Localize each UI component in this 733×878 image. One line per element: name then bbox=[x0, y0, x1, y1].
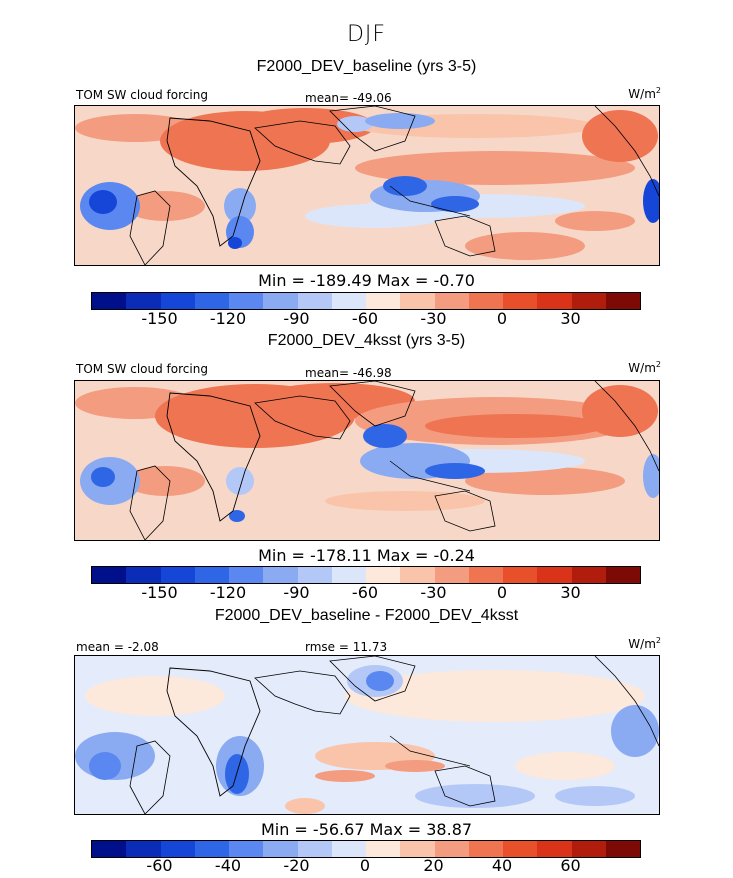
colorbar-swatch bbox=[503, 567, 538, 583]
colorbar-tick-label: -40 bbox=[214, 856, 242, 875]
panel-3-rmse-label: rmse = 11.73 bbox=[305, 640, 388, 654]
colorbar-swatch bbox=[537, 293, 572, 309]
colorbar-swatch bbox=[571, 567, 606, 583]
panel-2-minmax: Min = -178.11 Max = -0.24 bbox=[258, 546, 475, 565]
panel-1-mean-label: mean= -49.06 bbox=[305, 91, 392, 105]
colorbar-swatch bbox=[229, 841, 264, 857]
panel-3-title: F2000_DEV_baseline - F2000_DEV_4ksst bbox=[214, 607, 519, 624]
panel-2-mean-label: mean= -46.98 bbox=[305, 366, 392, 380]
colorbar-swatch bbox=[571, 293, 606, 309]
colorbar-swatch bbox=[263, 293, 298, 309]
colorbar-swatch bbox=[400, 293, 435, 309]
colorbar-swatch bbox=[605, 841, 640, 857]
panel-1-colorbar bbox=[91, 292, 641, 310]
colorbar-swatch bbox=[605, 567, 640, 583]
colorbar-tick-label: 20 bbox=[423, 856, 444, 875]
colorbar-tick-label: 60 bbox=[560, 856, 581, 875]
colorbar-swatch bbox=[366, 841, 401, 857]
colorbar-swatch bbox=[434, 841, 469, 857]
colorbar-swatch bbox=[92, 293, 127, 309]
colorbar-swatch bbox=[160, 841, 195, 857]
colorbar-swatch bbox=[126, 841, 161, 857]
panel-1-title: F2000_DEV_baseline (yrs 3-5) bbox=[256, 58, 477, 75]
colorbar-tick-label: -150 bbox=[141, 583, 178, 602]
colorbar-swatch bbox=[126, 293, 161, 309]
colorbar-swatch bbox=[537, 567, 572, 583]
colorbar-swatch bbox=[126, 567, 161, 583]
panel-2-units: W/m2 bbox=[628, 360, 661, 375]
colorbar-tick-label: -90 bbox=[283, 583, 310, 602]
panel-1-minmax: Min = -189.49 Max = -0.70 bbox=[258, 271, 475, 290]
colorbar-swatch bbox=[160, 293, 195, 309]
colorbar-swatch bbox=[571, 841, 606, 857]
colorbar-tick-label: -120 bbox=[209, 309, 247, 328]
panel-1-map bbox=[74, 105, 660, 266]
colorbar-swatch bbox=[229, 293, 264, 309]
colorbar-swatch bbox=[503, 841, 538, 857]
panel-2-title: F2000_DEV_4ksst (yrs 3-5) bbox=[267, 332, 466, 349]
colorbar-tick-label: -60 bbox=[146, 856, 173, 875]
colorbar-swatch bbox=[468, 567, 503, 583]
colorbar-tick-label: -120 bbox=[209, 583, 247, 602]
colorbar-tick-label: 40 bbox=[491, 856, 513, 875]
panel-3-map bbox=[74, 655, 660, 815]
panel-1-field bbox=[75, 106, 659, 265]
colorbar-tick-label: 0 bbox=[496, 583, 508, 602]
colorbar-swatch bbox=[400, 841, 435, 857]
panel-2-variable-label: TOM SW cloud forcing bbox=[76, 362, 208, 376]
panel-2-field bbox=[75, 381, 659, 540]
colorbar-swatch bbox=[400, 567, 435, 583]
colorbar-swatch bbox=[366, 567, 401, 583]
panel-1-variable-label: TOM SW cloud forcing bbox=[76, 88, 208, 102]
colorbar-tick-label: -60 bbox=[351, 583, 379, 602]
colorbar-swatch bbox=[331, 293, 366, 309]
colorbar-swatch bbox=[297, 293, 332, 309]
colorbar-swatch bbox=[434, 567, 469, 583]
panel-1-units: W/m2 bbox=[628, 86, 661, 101]
colorbar-tick-label: 0 bbox=[496, 309, 508, 328]
colorbar-swatch bbox=[263, 567, 298, 583]
panel-3-colorbar-ticks: -60 -40 -20 0 20 40 60 bbox=[91, 856, 639, 875]
colorbar-swatch bbox=[331, 567, 366, 583]
colorbar-tick-label: -20 bbox=[283, 856, 310, 875]
panel-3-mean-label: mean = -2.08 bbox=[76, 640, 159, 654]
panel-3-colorbar bbox=[91, 840, 641, 858]
colorbar-swatch bbox=[229, 567, 264, 583]
colorbar-tick-label: 30 bbox=[560, 583, 581, 602]
colorbar-swatch bbox=[194, 567, 229, 583]
colorbar-swatch bbox=[331, 841, 366, 857]
panel-2-colorbar-ticks: -150 -120 -90 -60 -30 0 30 bbox=[91, 583, 639, 602]
season-title: DJF bbox=[346, 22, 387, 47]
colorbar-tick-label: -60 bbox=[351, 309, 379, 328]
colorbar-swatch bbox=[92, 567, 127, 583]
colorbar-swatch bbox=[503, 293, 538, 309]
panel-3-field bbox=[75, 656, 659, 814]
colorbar-swatch bbox=[297, 567, 332, 583]
colorbar-swatch bbox=[366, 293, 401, 309]
panel-2-map bbox=[74, 380, 660, 541]
colorbar-swatch bbox=[194, 293, 229, 309]
colorbar-tick-label: -30 bbox=[420, 583, 447, 602]
colorbar-swatch bbox=[537, 841, 572, 857]
panel-3-units: W/m2 bbox=[628, 636, 661, 651]
colorbar-swatch bbox=[468, 293, 503, 309]
colorbar-tick-label: -30 bbox=[420, 309, 447, 328]
colorbar-tick-label: 30 bbox=[560, 309, 581, 328]
colorbar-swatch bbox=[194, 841, 229, 857]
colorbar-swatch bbox=[297, 841, 332, 857]
colorbar-swatch bbox=[468, 841, 503, 857]
colorbar-tick-label: -90 bbox=[283, 309, 310, 328]
colorbar-swatch bbox=[605, 293, 640, 309]
colorbar-swatch bbox=[92, 841, 127, 857]
colorbar-swatch bbox=[160, 567, 195, 583]
panel-1-colorbar-ticks: -150 -120 -90 -60 -30 0 30 bbox=[91, 309, 639, 328]
colorbar-swatch bbox=[263, 841, 298, 857]
colorbar-tick-label: 0 bbox=[359, 856, 371, 875]
colorbar-tick-label: -150 bbox=[141, 309, 178, 328]
colorbar-swatch bbox=[434, 293, 469, 309]
panel-2-colorbar bbox=[91, 566, 641, 584]
panel-3-minmax: Min = -56.67 Max = 38.87 bbox=[260, 820, 473, 839]
